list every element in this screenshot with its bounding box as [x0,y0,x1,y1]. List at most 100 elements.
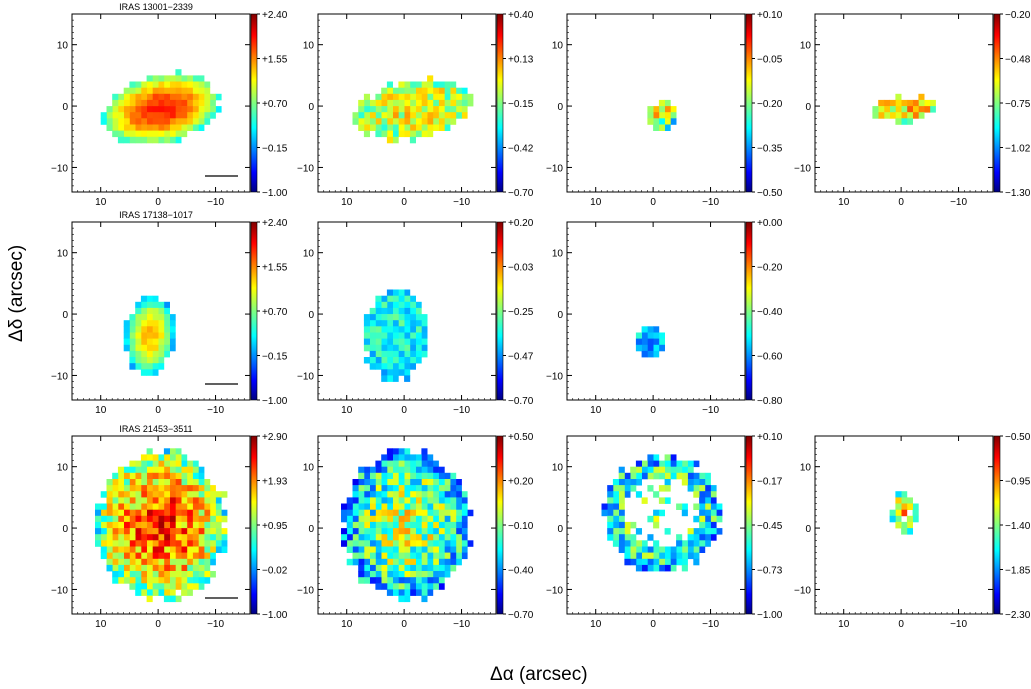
map-pixel [215,534,222,541]
map-pixel [175,564,182,572]
colorbar-tick-label: −1.00 [262,188,288,199]
map-pixel [181,454,188,461]
map-pixel [146,87,153,95]
map-pixel [676,472,683,480]
map-pixel [653,344,660,352]
map-pixel [392,485,399,492]
map-pixel [129,320,136,327]
map-pixel [192,106,199,113]
map-pixel [386,454,393,461]
plot-frame [566,221,746,401]
map-pixel [404,454,411,461]
map-pixel [375,344,382,352]
map-pixel [432,106,439,113]
map-pixel [123,344,130,352]
map-pixel [112,497,119,504]
map-pixel [432,528,439,535]
plot-frame [317,221,497,401]
map-pixel [450,485,457,492]
map-pixel [398,577,405,584]
map-pixel [198,472,205,480]
map-pixel [152,357,159,364]
map-pixel [409,295,416,303]
map-pixel [175,540,182,547]
map-pixel [375,503,382,510]
map-pixel [392,479,399,486]
panel-title: IRAS 13001−2339 [119,2,193,12]
map-pixel [658,338,665,346]
map-pixel [635,491,642,498]
map-pixel [404,301,411,309]
map-pixel [444,564,451,572]
map-pixel [687,540,694,547]
map-pixel [381,93,388,101]
map-pixel [146,295,153,303]
map-pixel [467,540,474,547]
map-pixel [129,106,136,113]
map-pixel [409,552,416,560]
x-axis-label: Δα (arcsec) [490,664,588,685]
map-pixel [152,503,159,510]
map-pixel [123,521,130,529]
map-pixel [192,509,199,517]
map-pixel [181,571,188,578]
map-pixel [612,509,619,517]
map-pixel [432,577,439,584]
map-pixel [209,546,216,553]
map-pixel [670,460,677,468]
map-pixel [198,93,205,101]
map-pixel [140,509,147,517]
map-pixel [415,528,422,535]
map-pixel [647,106,654,113]
map-pixel [415,558,422,566]
x-tick-label: 10 [341,197,353,208]
map-pixel [624,528,631,535]
map-pixel [146,472,153,480]
map-pixel [415,357,422,364]
map-pixel [215,528,222,535]
map-pixel [204,546,211,553]
map-pixel [152,307,159,315]
map-pixel [352,552,359,560]
map-pixel [158,99,165,107]
map-pixel [135,534,142,541]
map-pixel [169,503,176,510]
map-pixel [146,448,153,455]
map-pixel [175,81,182,88]
map-pixel [106,552,113,560]
map-pixel [169,136,176,144]
plot-frame [566,13,746,193]
map-pixel [392,332,399,339]
map-pixel [664,552,671,560]
map-pixel [438,528,445,535]
map-pixel [129,112,136,119]
map-pixel [152,338,159,346]
map-pixel [140,87,147,95]
map-pixel [146,558,153,566]
map-pixel [186,460,193,468]
map-pixel [878,99,885,107]
map-pixel [346,509,353,517]
map-pixel [681,558,688,566]
map-pixel [369,466,376,474]
map-pixel [681,503,688,510]
map-pixel [658,509,665,517]
map-pixel [192,515,199,523]
y-tick-label: 0 [62,524,68,535]
map-pixel [664,485,671,492]
map-pixel [169,344,176,352]
map-pixel [716,528,723,535]
map-pixel [404,521,411,529]
map-pixel [158,485,165,492]
map-pixel [381,546,388,553]
map-pixel [129,558,136,566]
map-pixel [398,466,405,474]
map-pixel [163,124,170,131]
map-pixel [175,106,182,113]
colorbar-tick-label: +2.90 [262,432,288,443]
map-pixel [450,528,457,535]
map-pixel [415,552,422,560]
map-pixel [398,583,405,590]
map-pixel [392,460,399,468]
colorbar-tick-label: +0.95 [262,521,288,532]
